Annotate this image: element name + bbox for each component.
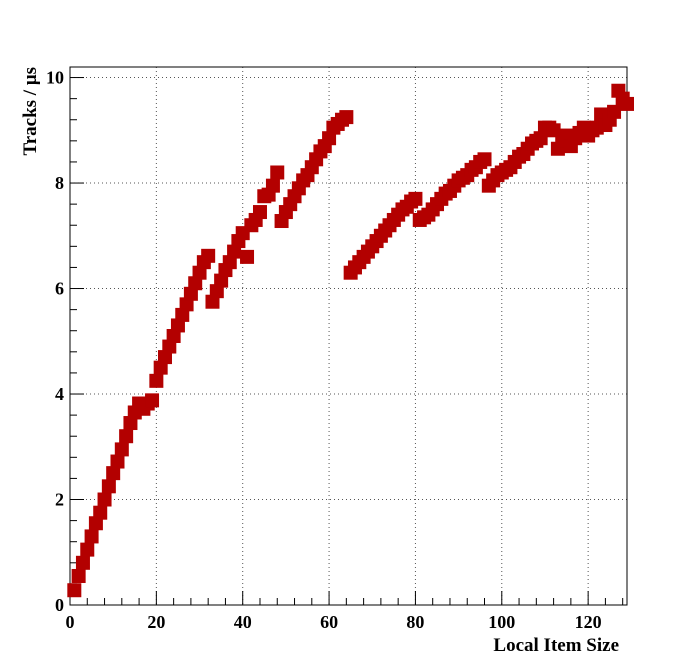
data-point <box>607 104 622 119</box>
data-point <box>75 555 90 570</box>
data-point <box>227 244 242 259</box>
y-tick-label: 10 <box>46 68 64 88</box>
data-point <box>533 131 548 146</box>
x-axis-title: Local Item Size <box>493 635 619 656</box>
y-tick-label: 8 <box>55 173 64 193</box>
data-point <box>114 442 129 457</box>
x-tick-label: 120 <box>575 612 602 632</box>
data-point <box>201 248 216 263</box>
data-point <box>240 249 255 264</box>
y-axis-title: Tracks / μs <box>20 67 41 156</box>
plot-frame <box>69 66 628 606</box>
data-point <box>183 286 198 301</box>
data-point <box>205 294 220 309</box>
x-tick-label: 60 <box>320 612 338 632</box>
x-tick-label: 20 <box>147 612 165 632</box>
data-point <box>322 131 337 146</box>
data-point <box>192 265 207 280</box>
data-point <box>101 479 116 494</box>
data-point <box>408 191 423 206</box>
x-tick-label: 100 <box>488 612 515 632</box>
y-tick-label: 4 <box>55 384 64 404</box>
x-tick-label: 80 <box>406 612 424 632</box>
data-point <box>209 284 224 299</box>
data-point <box>153 360 168 375</box>
data-point <box>80 542 95 557</box>
tick-labels: 0 20 40 60 80 100 120 0 2 4 6 8 10 <box>46 68 602 632</box>
data-point <box>166 329 181 343</box>
data-point <box>188 276 203 291</box>
data-point <box>119 429 134 444</box>
data-point <box>157 350 172 365</box>
data-point <box>97 492 112 507</box>
data-point <box>93 505 108 520</box>
data-point <box>106 466 121 481</box>
data-point <box>71 568 86 583</box>
y-tick-label: 0 <box>55 595 64 615</box>
x-tick-label: 40 <box>234 612 252 632</box>
data-point <box>162 339 177 354</box>
data-point <box>67 583 82 598</box>
data-point <box>214 273 229 288</box>
y-tick-label: 6 <box>55 279 64 299</box>
data-point <box>252 205 267 220</box>
data-point <box>170 318 185 333</box>
data-point <box>339 110 354 125</box>
data-point <box>477 152 492 167</box>
data-point <box>620 96 634 111</box>
grid-lines <box>70 67 627 605</box>
data-point <box>546 123 561 138</box>
axis-ticks <box>69 77 624 606</box>
data-point <box>88 516 103 531</box>
y-tick-label: 2 <box>55 490 64 510</box>
data-point <box>265 178 280 193</box>
data-point <box>110 454 125 469</box>
data-point <box>145 393 160 408</box>
data-point <box>84 529 99 544</box>
data-point <box>123 416 138 431</box>
data-point <box>149 373 164 388</box>
data-point <box>175 307 190 322</box>
data-point <box>179 297 194 312</box>
data-point <box>222 255 237 270</box>
x-tick-label: 0 <box>66 612 75 632</box>
data-point <box>270 165 285 180</box>
data-points <box>67 83 634 598</box>
